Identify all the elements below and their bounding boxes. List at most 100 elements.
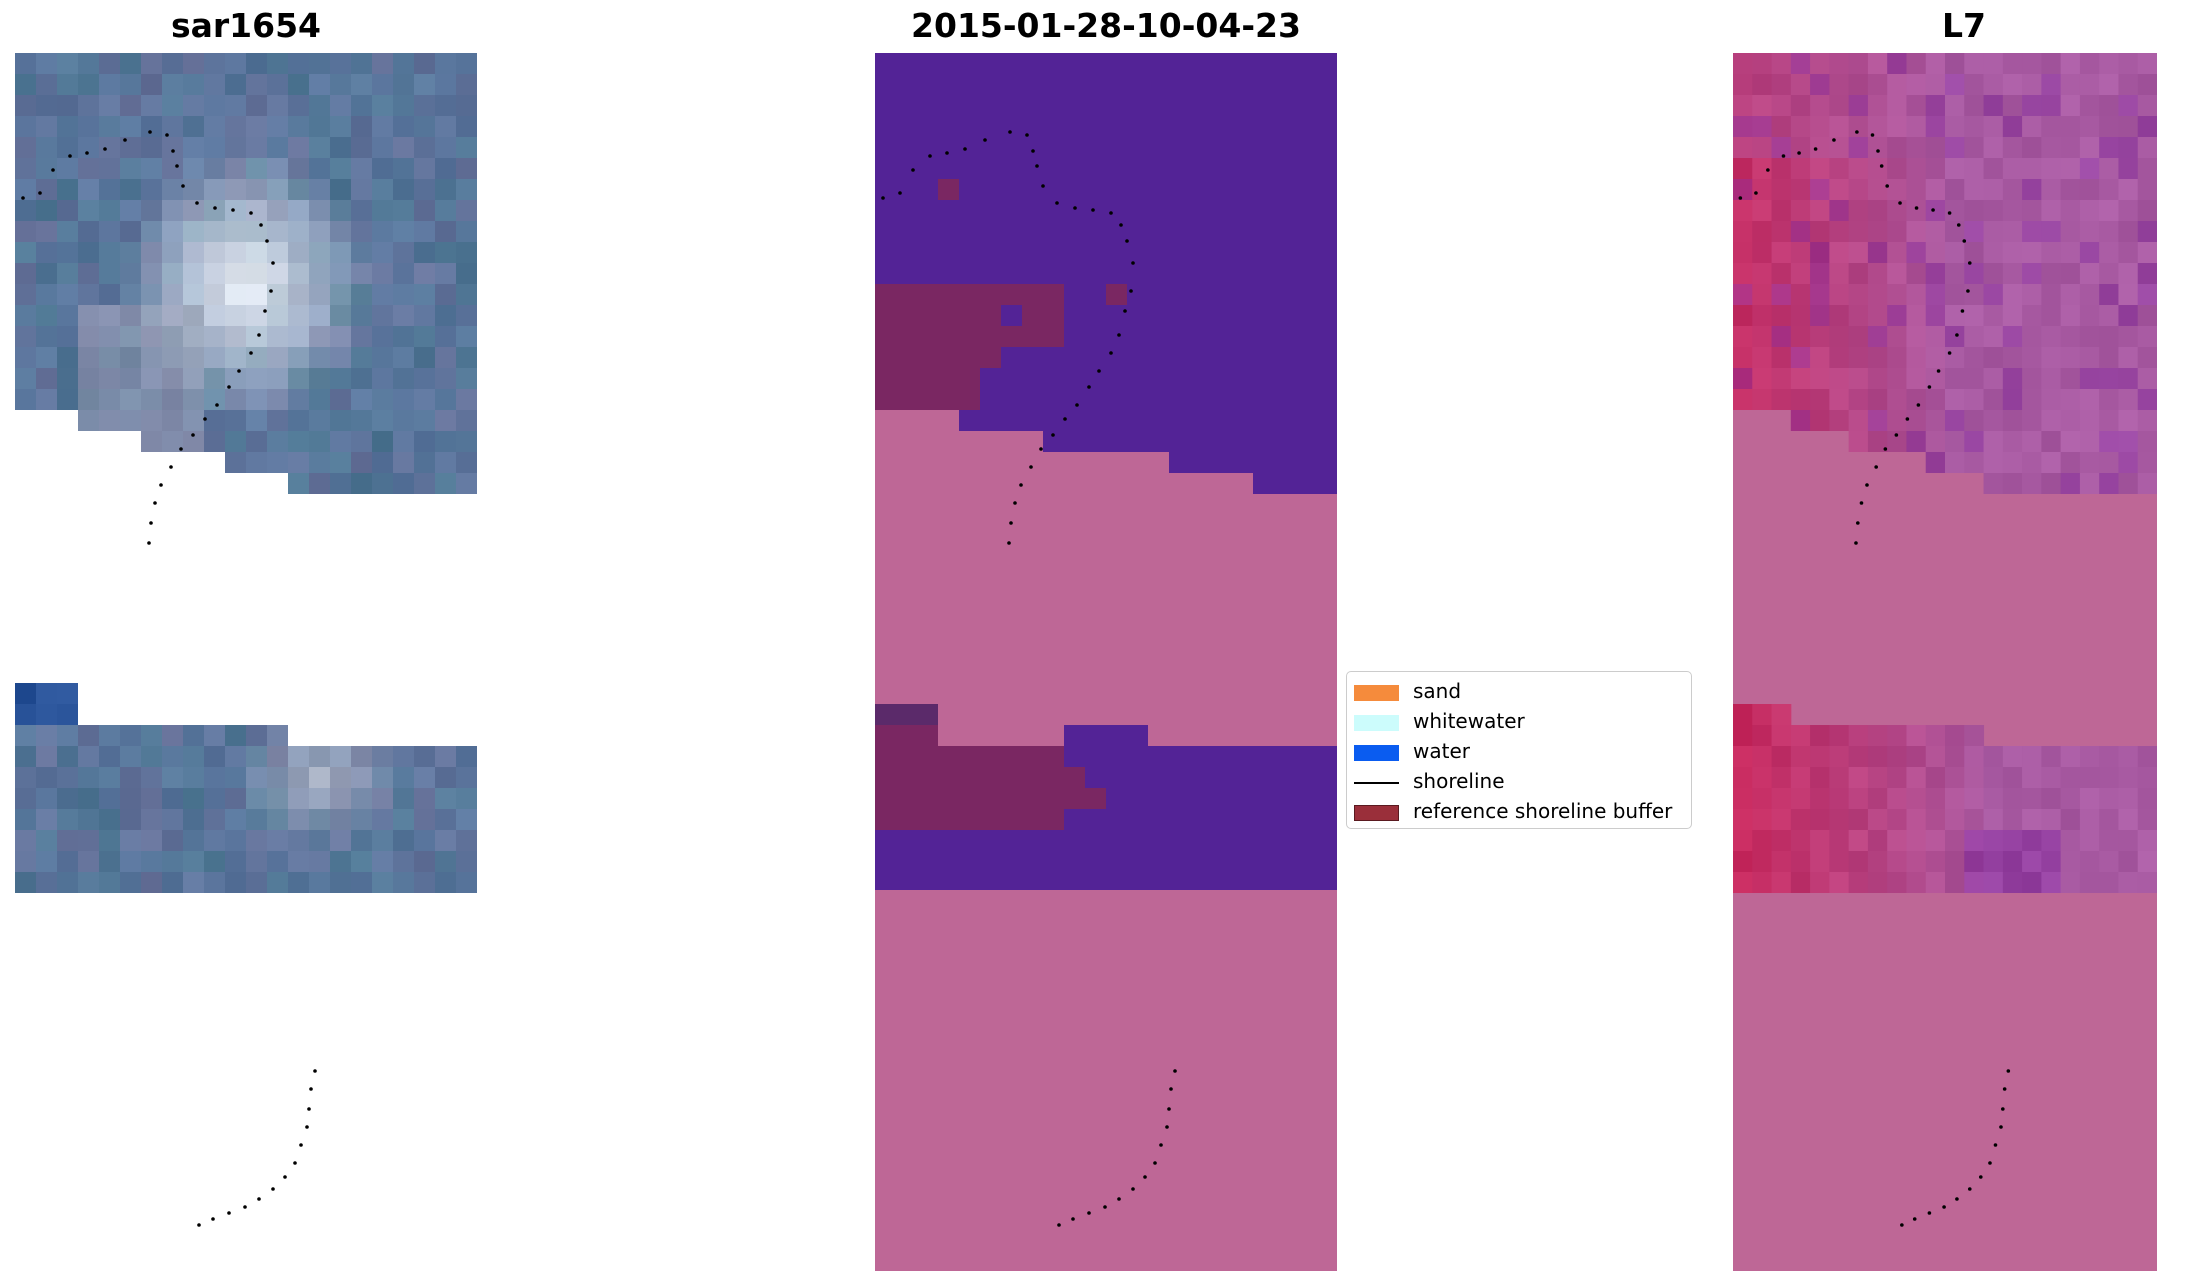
shoreline-dot	[1125, 239, 1129, 243]
legend-item-reference-buffer: reference shoreline buffer	[1347, 796, 1691, 826]
pixel-cell	[1925, 200, 1946, 221]
pixel-cell	[1001, 263, 1022, 284]
pixel-cell	[1190, 53, 1211, 74]
pixel-cell	[414, 872, 435, 893]
pixel-cell	[2022, 179, 2042, 200]
pixel-cell	[917, 326, 938, 347]
pixel-cell	[1085, 137, 1106, 158]
pixel-cell	[1274, 305, 1295, 326]
pixel-cell	[1064, 851, 1085, 872]
pixel-cell	[875, 809, 896, 830]
pixel-cell	[917, 389, 938, 410]
pixel-cell	[980, 137, 1001, 158]
pixel-cell	[36, 221, 57, 242]
pixel-cell	[288, 452, 309, 473]
pixel-cell	[1752, 767, 1773, 788]
pixel-cell	[1232, 305, 1253, 326]
pixel-cell	[204, 305, 225, 326]
pixel-cell	[1169, 263, 1190, 284]
pixel-cell	[1211, 179, 1232, 200]
pixel-cell	[938, 263, 959, 284]
pixel-cell	[1733, 242, 1753, 263]
pixel-cell	[204, 179, 225, 200]
pixel-cell	[372, 368, 393, 389]
pixel-cell	[917, 305, 938, 326]
pixel-cell	[1064, 809, 1085, 830]
pixel-cell	[36, 809, 57, 830]
pixel-cell	[1848, 431, 1869, 452]
pixel-cell	[267, 305, 288, 326]
pixel-cell	[1211, 242, 1232, 263]
pixel-cell	[1810, 242, 1830, 263]
pixel-cell	[372, 347, 393, 368]
pixel-cell	[1148, 431, 1169, 452]
pixel-cell	[1733, 851, 1753, 872]
pixel-cell	[414, 74, 435, 95]
pixel-cell	[2099, 158, 2119, 179]
pixel-cell	[1925, 431, 1946, 452]
shoreline-dot	[1797, 151, 1801, 155]
pixel-cell	[1043, 158, 1064, 179]
pixel-cell	[78, 725, 99, 746]
shoreline-dot	[1855, 130, 1859, 134]
pixel-cell	[204, 263, 225, 284]
pixel-cell	[1964, 221, 1985, 242]
pixel-cell	[435, 158, 456, 179]
pixel-cell	[1274, 53, 1295, 74]
pixel-cell	[1274, 74, 1295, 95]
pixel-cell	[1106, 725, 1127, 746]
pixel-cell	[1733, 95, 1753, 116]
pixel-cell	[1085, 263, 1106, 284]
pixel-cell	[1022, 221, 1043, 242]
pixel-cell	[1043, 116, 1064, 137]
pixel-cell	[1106, 788, 1127, 809]
pixel-cell	[2079, 74, 2100, 95]
pixel-cell	[938, 53, 959, 74]
pixel-cell	[1810, 725, 1830, 746]
pixel-cell	[2137, 788, 2157, 809]
shoreline-dot	[1942, 1205, 1946, 1209]
pixel-cell	[1253, 95, 1274, 116]
pixel-cell	[1127, 158, 1148, 179]
pixel-cell	[1906, 725, 1927, 746]
pixel-cell	[875, 74, 896, 95]
pixel-cell	[1190, 851, 1211, 872]
pixel-cell	[204, 410, 225, 431]
pixel-cell	[1274, 158, 1295, 179]
pixel-cell	[1752, 284, 1773, 305]
pixel-cell	[267, 452, 288, 473]
pixel-cell	[1295, 305, 1316, 326]
pixel-cell	[1945, 53, 1965, 74]
pixel-cell	[162, 830, 183, 851]
pixel-cell	[1752, 305, 1773, 326]
pixel-cell	[980, 116, 1001, 137]
pixel-cell	[938, 305, 959, 326]
pixel-cell	[330, 263, 351, 284]
pixel-cell	[1316, 431, 1337, 452]
pixel-cell	[2099, 263, 2119, 284]
pixel-cell	[1316, 242, 1337, 263]
pixel-cell	[183, 242, 204, 263]
pixel-cell	[267, 851, 288, 872]
pixel-cell	[2137, 326, 2157, 347]
pixel-cell	[246, 851, 267, 872]
pixel-cell	[1232, 116, 1253, 137]
pixel-cell	[1190, 830, 1211, 851]
pixel-cell	[351, 410, 372, 431]
pixel-cell	[1733, 221, 1753, 242]
pixel-cell	[1169, 305, 1190, 326]
pixel-cell	[1127, 410, 1148, 431]
pixel-cell	[1232, 53, 1253, 74]
pixel-cell	[875, 158, 896, 179]
pixel-cell	[980, 389, 1001, 410]
pixel-cell	[1211, 809, 1232, 830]
pixel-cell	[1190, 74, 1211, 95]
pixel-cell	[204, 767, 225, 788]
pixel-cell	[2137, 242, 2157, 263]
pixel-cell	[1148, 746, 1169, 767]
pixel-cell	[1190, 368, 1211, 389]
pixel-cell	[1211, 158, 1232, 179]
pixel-cell	[309, 410, 330, 431]
shoreline-dot	[1955, 1197, 1959, 1201]
pixel-cell	[1232, 242, 1253, 263]
